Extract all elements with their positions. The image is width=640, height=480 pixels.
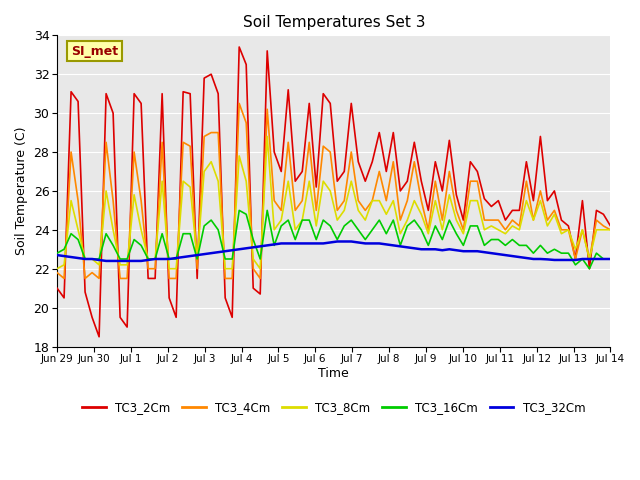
Y-axis label: Soil Temperature (C): Soil Temperature (C) [15, 127, 28, 255]
Legend: TC3_2Cm, TC3_4Cm, TC3_8Cm, TC3_16Cm, TC3_32Cm: TC3_2Cm, TC3_4Cm, TC3_8Cm, TC3_16Cm, TC3… [77, 396, 590, 419]
Title: Soil Temperatures Set 3: Soil Temperatures Set 3 [243, 15, 425, 30]
Text: SI_met: SI_met [71, 45, 118, 58]
X-axis label: Time: Time [318, 367, 349, 380]
